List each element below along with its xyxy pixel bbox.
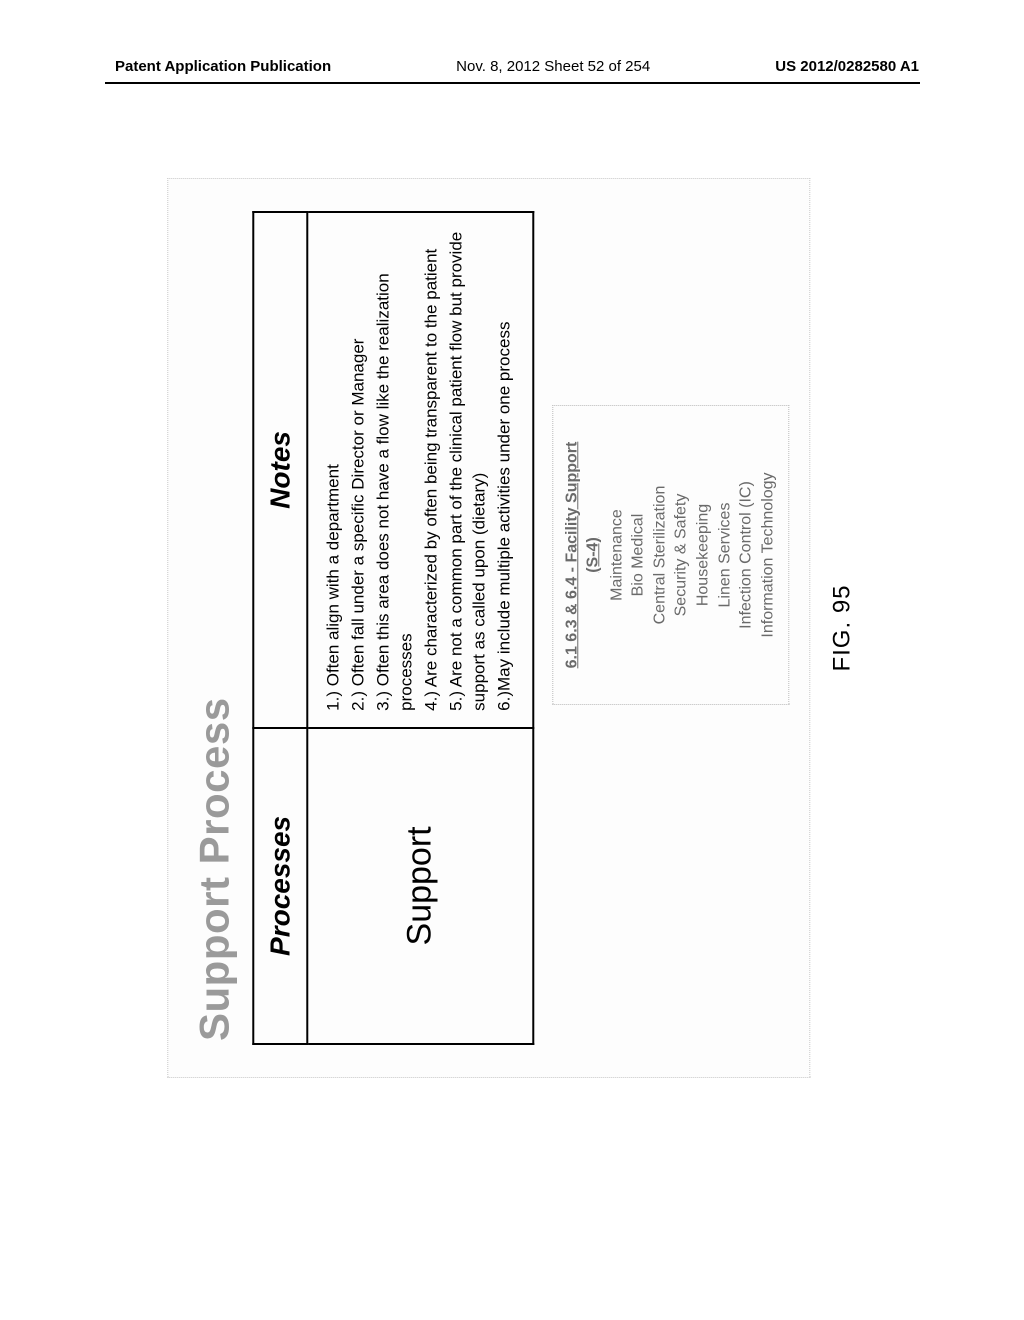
note-line: 5.) Are not a common part of the clinica… bbox=[445, 229, 491, 711]
patent-header: Patent Application Publication Nov. 8, 2… bbox=[0, 58, 1024, 75]
figure-title: Support Process bbox=[190, 211, 238, 1041]
figure-rotated-container: Support Process Processes Notes Support … bbox=[167, 178, 856, 1078]
facility-item: Bio Medical bbox=[628, 416, 650, 694]
note-line: 1.) Often align with a department bbox=[322, 229, 345, 711]
figure-caption: FIG. 95 bbox=[829, 178, 857, 1078]
facility-item: Housekeeping bbox=[692, 416, 714, 694]
cell-notes-list: 1.) Often align with a department 2.) Of… bbox=[307, 212, 533, 728]
col-header-notes: Notes bbox=[253, 212, 307, 728]
facility-box-title: 6.1 6.3 & 6.4 - Facility Support bbox=[561, 416, 583, 694]
facility-item: Information Technology bbox=[757, 416, 779, 694]
header-patent-number: US 2012/0282580 A1 bbox=[775, 58, 919, 75]
facility-item: Maintenance bbox=[606, 416, 628, 694]
figure-frame: Support Process Processes Notes Support … bbox=[167, 178, 810, 1078]
header-publication: Patent Application Publication bbox=[115, 58, 331, 75]
col-header-processes: Processes bbox=[253, 728, 307, 1044]
facility-item: Central Sterilization bbox=[649, 416, 671, 694]
process-table: Processes Notes Support 1.) Often align … bbox=[252, 211, 534, 1045]
facility-support-box: 6.1 6.3 & 6.4 - Facility Support (S-4) M… bbox=[552, 405, 790, 705]
facility-item: Infection Control (IC) bbox=[736, 416, 758, 694]
note-line: 4.) Are characterized by often being tra… bbox=[420, 229, 443, 711]
facility-item: Security & Safety bbox=[671, 416, 693, 694]
note-line: 6.)May include multiple activities under… bbox=[493, 229, 516, 711]
note-line: 2.) Often fall under a specific Director… bbox=[347, 229, 370, 711]
header-sheet-info: Nov. 8, 2012 Sheet 52 of 254 bbox=[456, 58, 650, 75]
facility-box-subtitle: (S-4) bbox=[582, 416, 604, 694]
cell-process-label: Support bbox=[307, 728, 533, 1044]
facility-item: Linen Services bbox=[714, 416, 736, 694]
note-line: 3.) Often this area does not have a flow… bbox=[372, 229, 418, 711]
header-divider bbox=[105, 82, 920, 84]
